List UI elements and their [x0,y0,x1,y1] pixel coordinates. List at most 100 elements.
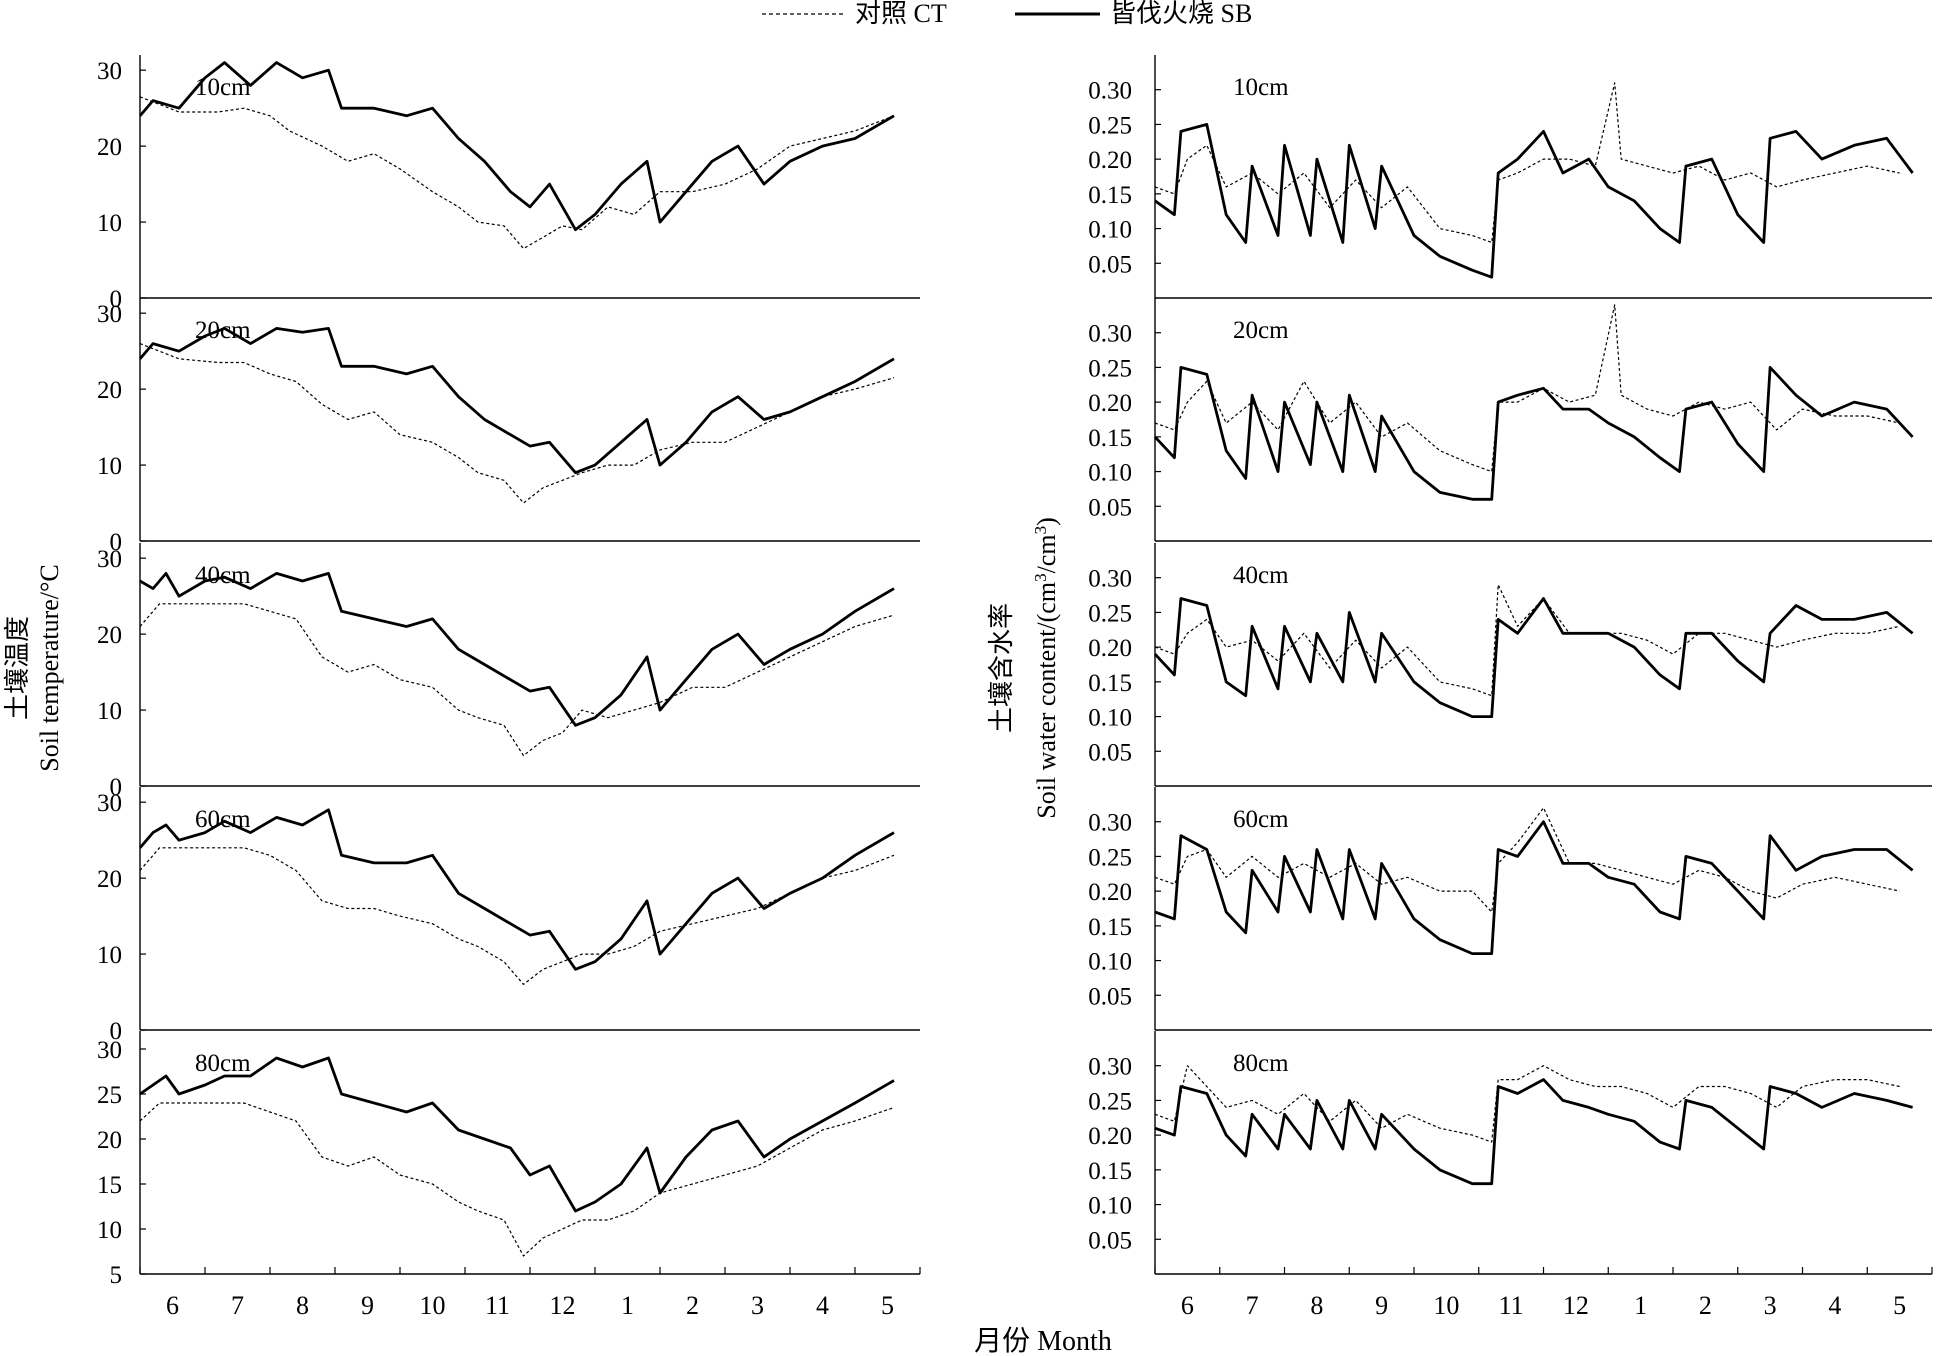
x-tick-label: 7 [1246,1291,1259,1320]
y-tick-label: 0.20 [1088,147,1132,174]
x-tick-label: 7 [231,1291,244,1320]
y-tick-label: 0.05 [1088,251,1132,278]
y-tick-label: 0.05 [1088,494,1132,521]
right-axis-title: 土壤含水率 Soil water content/(cm3/cm3) [987,517,1061,819]
series-sb-line [139,1056,895,1213]
panel-water-3: 0.05 0.10 0.15 0.20 0.25 0.30 60cm [1088,787,1932,1031]
x-tick-label: 4 [1828,1291,1841,1320]
y-tick-label: 0.30 [1088,566,1132,593]
series-ct-line [139,603,895,757]
y-tick-label: 0.15 [1088,1158,1132,1185]
y-tick-label: 0.20 [1088,879,1132,906]
y-tick-label: 0.25 [1088,112,1132,139]
right-axis-title-en: Soil water content/(cm3/cm3) [1031,517,1061,819]
series-ct-line [1154,1065,1900,1143]
x-tick-label: 12 [550,1291,576,1320]
y-tick-label: 20 [97,134,122,161]
y-tick-label: 10 [97,698,122,725]
right-axis-title-en-sup2: 3 [1031,526,1050,535]
depth-label: 40cm [1233,562,1289,589]
x-tick-label: 1 [621,1291,634,1320]
y-tick-label: 5 [110,1262,123,1289]
y-tick-label: 30 [97,58,122,85]
left-axis-title-en: Soil temperature/°C [35,564,64,772]
y-tick-label: 10 [97,1217,122,1244]
right-axis-title-en-pre: Soil water content/(cm [1032,582,1061,819]
depth-label: 80cm [195,1050,251,1077]
y-tick-label: 0.05 [1088,739,1132,766]
series-ct-line [139,1102,895,1257]
x-tick-label: 6 [166,1291,179,1320]
x-tick-label: 11 [485,1291,510,1320]
y-tick-label: 0.10 [1088,705,1132,732]
y-tick-label: 0.20 [1088,635,1132,662]
y-tick-label: 0.30 [1088,78,1132,105]
x-tick-label: 10 [1433,1291,1459,1320]
y-tick-label: 0.25 [1088,844,1132,871]
y-tick-label: 30 [97,790,122,817]
right-axis-title-en-post: ) [1032,517,1061,526]
y-tick-label: 0.20 [1088,1123,1132,1150]
depth-label: 20cm [1233,317,1289,344]
y-tick-label: 20 [97,622,122,649]
y-tick-label: 0 [110,529,123,556]
y-tick-label: 0.10 [1088,1193,1132,1220]
legend-ct-label: 对照 CT [855,0,947,28]
y-tick-label: 0.15 [1088,914,1132,941]
x-tick-label: 1 [1634,1291,1647,1320]
y-tick-label: 0.20 [1088,390,1132,417]
right-axis-title-en-mid: /cm [1032,534,1061,573]
y-tick-label: 10 [97,210,122,237]
x-tick-label: 2 [686,1291,699,1320]
y-tick-label: 0.10 [1088,949,1132,976]
x-tick-label: 8 [1310,1291,1323,1320]
left-axis-title-cn: 土壤温度 [3,616,32,720]
x-tick-label: 9 [1375,1291,1388,1320]
x-tick-label: 8 [296,1291,309,1320]
y-tick-label: 0.10 [1088,460,1132,487]
y-tick-label: 0.25 [1088,600,1132,627]
series-sb-line [138,808,895,971]
x-axis-title: 月份 Month [974,1325,1112,1356]
x-tick-label: 3 [751,1291,764,1320]
y-tick-label: 0.30 [1088,810,1132,837]
y-tick-label: 20 [97,866,122,893]
y-tick-label: 0.15 [1088,425,1132,452]
panel-water-1: 0.05 0.10 0.15 0.20 0.25 0.30 20cm [1088,298,1932,542]
y-tick-label: 30 [97,546,122,573]
y-tick-label: 30 [97,1037,122,1064]
series-sb-line [1153,597,1914,718]
left-axis-title: 土壤温度 Soil temperature/°C [3,564,64,772]
series-ct-line [1154,807,1900,913]
x-tick-label: 10 [420,1291,446,1320]
y-tick-label: 20 [97,1127,122,1154]
depth-label: 60cm [1233,806,1289,833]
right-axis-title-cn: 土壤含水率 [987,603,1016,733]
x-tick-label: 12 [1563,1291,1589,1320]
y-tick-label: 0.25 [1088,1088,1132,1115]
series-sb-line [1154,123,1914,279]
y-tick-label: 0.15 [1088,182,1132,209]
x-tick-label: 3 [1764,1291,1777,1320]
depth-label: 80cm [1233,1050,1289,1077]
series-sb-line [138,61,895,232]
series-sb-line [139,572,895,727]
x-tick-label: 2 [1699,1291,1712,1320]
series-sb-line [1154,820,1914,955]
panel-water-0: 0.05 0.10 0.15 0.20 0.25 0.30 10cm [1088,55,1932,299]
legend: 对照 CT 皆伐火烧 SB [762,0,1252,28]
y-tick-label: 0.30 [1088,1054,1132,1081]
y-tick-label: 0.30 [1088,321,1132,348]
y-tick-label: 25 [97,1082,122,1109]
series-ct-line [1154,82,1900,244]
y-tick-label: 0.15 [1088,670,1132,697]
x-tick-label: 5 [881,1291,894,1320]
y-tick-label: 0 [110,1018,123,1045]
